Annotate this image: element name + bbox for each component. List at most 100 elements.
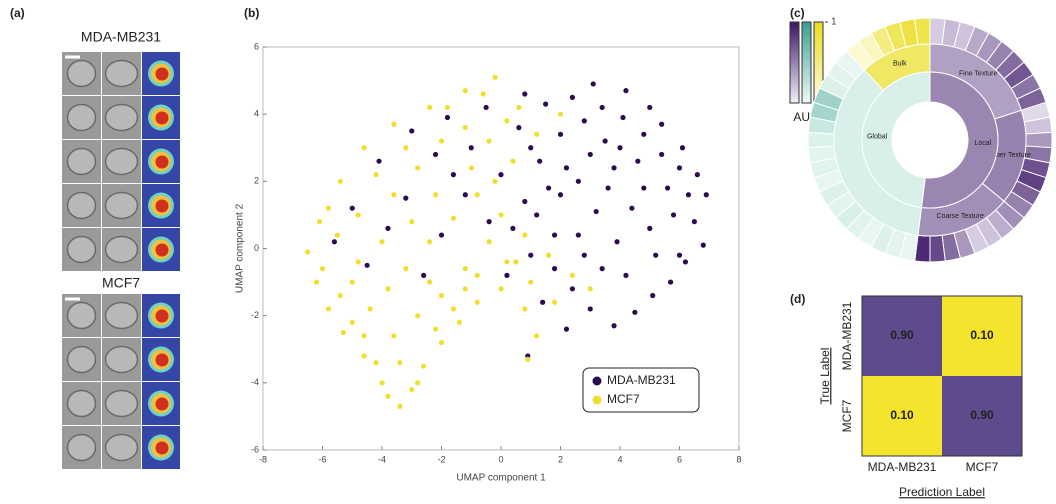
point <box>451 216 456 221</box>
point <box>588 152 593 157</box>
point <box>537 159 542 164</box>
point <box>457 320 462 325</box>
point <box>498 286 503 291</box>
cell <box>68 303 96 329</box>
col-label: MDA-MB231 <box>868 460 937 474</box>
legend-label: MCF7 <box>607 392 640 406</box>
point <box>487 239 492 244</box>
point <box>409 219 414 224</box>
point <box>415 165 420 170</box>
point <box>391 122 396 127</box>
point <box>409 128 414 133</box>
point <box>317 219 322 224</box>
point <box>415 313 420 318</box>
point <box>403 266 408 271</box>
point <box>403 145 408 150</box>
y-axis-label: UMAP component 2 <box>235 203 246 293</box>
saliency-core <box>156 200 169 213</box>
point <box>365 263 370 268</box>
point <box>439 138 444 143</box>
point <box>350 320 355 325</box>
point <box>326 306 331 311</box>
point <box>617 145 622 150</box>
point <box>421 363 426 368</box>
feature-segment <box>915 18 930 45</box>
point <box>433 192 438 197</box>
cell <box>106 149 138 175</box>
point <box>373 360 378 365</box>
point <box>576 232 581 237</box>
point <box>433 152 438 157</box>
point <box>591 81 596 86</box>
point <box>546 253 551 258</box>
point <box>350 206 355 211</box>
y-tick-label: -2 <box>251 310 259 320</box>
point <box>552 300 557 305</box>
point <box>594 209 599 214</box>
point <box>570 273 575 278</box>
point <box>356 212 361 217</box>
point <box>362 333 367 338</box>
col-label: MCF7 <box>966 460 999 474</box>
point <box>635 159 640 164</box>
point <box>463 266 468 271</box>
point <box>427 279 432 284</box>
point <box>463 192 468 197</box>
x-tick-label: 8 <box>736 454 741 464</box>
cell-images <box>62 52 180 469</box>
x-tick-label: 4 <box>617 454 622 464</box>
point <box>451 172 456 177</box>
point <box>445 105 450 110</box>
point <box>558 132 563 137</box>
point <box>659 122 664 127</box>
point <box>588 306 593 311</box>
point <box>695 172 700 177</box>
point <box>391 333 396 338</box>
point <box>469 145 474 150</box>
point <box>516 105 521 110</box>
point <box>385 286 390 291</box>
point <box>558 112 563 117</box>
point <box>439 232 444 237</box>
point <box>647 105 652 110</box>
point <box>475 192 480 197</box>
cell <box>106 237 138 263</box>
point <box>373 172 378 177</box>
point <box>632 310 637 315</box>
cell <box>68 149 96 175</box>
cell <box>68 391 96 417</box>
point <box>504 259 509 264</box>
cell <box>68 435 96 461</box>
cell <box>68 61 96 87</box>
point <box>600 266 605 271</box>
point <box>498 212 503 217</box>
cell-value: 0.10 <box>890 408 914 422</box>
saliency-core <box>156 354 169 367</box>
legend-marker <box>593 377 602 386</box>
point <box>463 125 468 130</box>
point <box>582 118 587 123</box>
point <box>534 333 539 338</box>
point <box>421 273 426 278</box>
point <box>522 306 527 311</box>
point <box>540 300 545 305</box>
point <box>534 132 539 137</box>
cell-value: 0.90 <box>970 408 994 422</box>
x-axis-label: UMAP component 1 <box>456 473 546 484</box>
point <box>433 327 438 332</box>
point <box>623 273 628 278</box>
point <box>463 88 468 93</box>
point <box>510 159 515 164</box>
segment-label: Coarse Texture <box>937 213 984 220</box>
point <box>427 239 432 244</box>
segment-label: Bulk <box>893 61 907 68</box>
row-label: MCF7 <box>840 399 854 432</box>
point <box>320 266 325 271</box>
point <box>379 239 384 244</box>
x-axis-label: Prediction Label <box>899 485 985 499</box>
cell <box>106 435 138 461</box>
y-tick-label: 0 <box>254 243 259 253</box>
point <box>397 404 402 409</box>
cell <box>106 61 138 87</box>
